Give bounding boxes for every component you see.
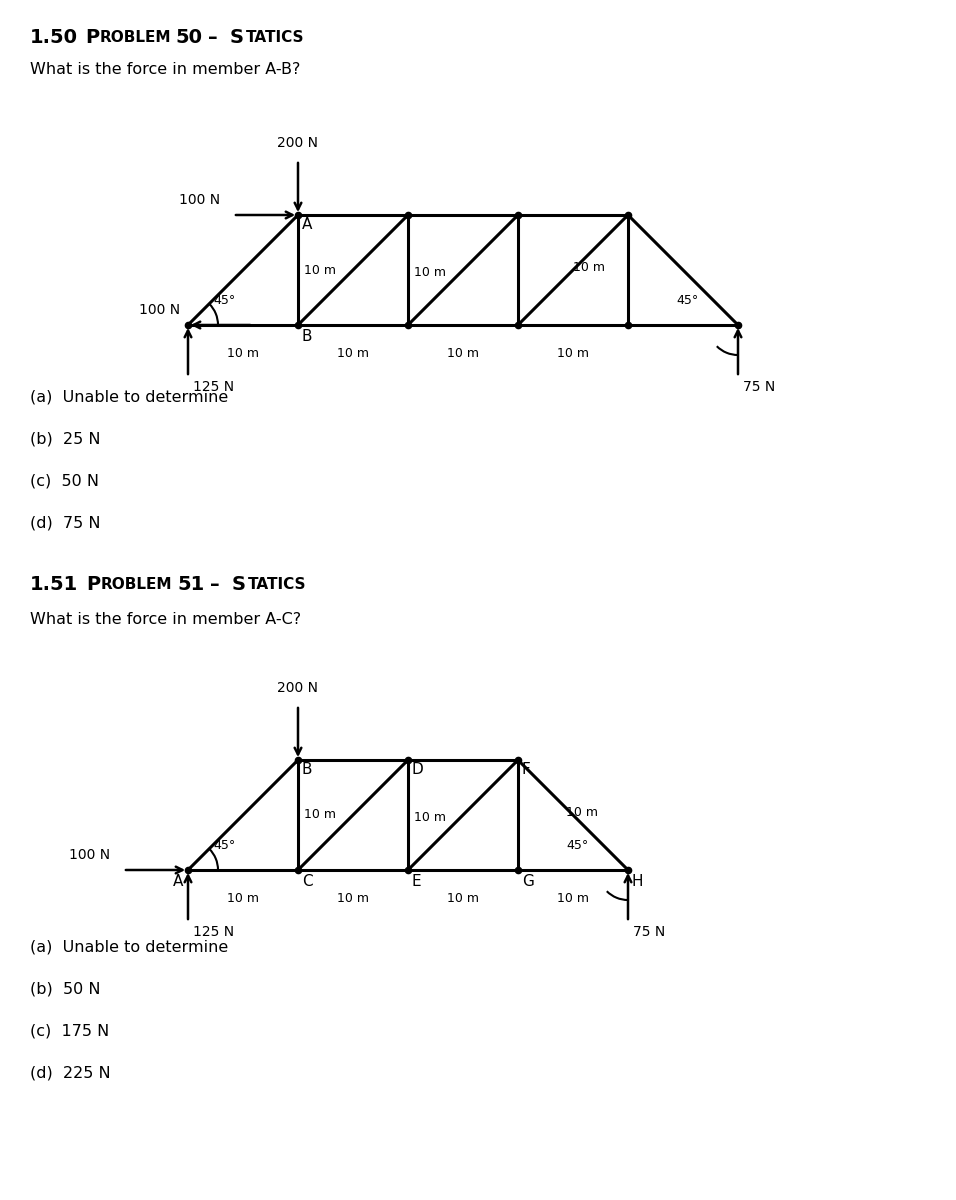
Text: 125 N: 125 N	[193, 925, 234, 938]
Text: TATICS: TATICS	[246, 30, 305, 44]
Text: 200 N: 200 N	[277, 136, 318, 150]
Text: –: –	[208, 28, 218, 47]
Text: 10 m: 10 m	[337, 347, 369, 360]
Text: 45°: 45°	[676, 294, 698, 307]
Text: E: E	[412, 874, 422, 889]
Text: (d)  225 N: (d) 225 N	[30, 1066, 111, 1081]
Text: (b)  25 N: (b) 25 N	[30, 432, 100, 446]
Text: 75 N: 75 N	[743, 380, 775, 394]
Text: ROBLEM: ROBLEM	[101, 577, 172, 592]
Text: P: P	[85, 28, 99, 47]
Text: 10 m: 10 m	[227, 347, 259, 360]
Text: 10 m: 10 m	[574, 262, 605, 275]
Text: What is the force in member A-C?: What is the force in member A-C?	[30, 612, 301, 626]
Text: (c)  175 N: (c) 175 N	[30, 1024, 109, 1039]
Text: P: P	[86, 575, 100, 594]
Text: 10 m: 10 m	[337, 892, 369, 905]
Text: H: H	[632, 874, 643, 889]
Text: 10 m: 10 m	[227, 892, 259, 905]
Text: 50: 50	[175, 28, 202, 47]
Text: 100 N: 100 N	[69, 848, 110, 862]
Text: 10 m: 10 m	[414, 265, 446, 278]
Text: 200 N: 200 N	[277, 680, 318, 695]
Text: S: S	[232, 575, 246, 594]
Text: 10 m: 10 m	[566, 806, 598, 820]
Text: B: B	[302, 762, 313, 778]
Text: F: F	[522, 762, 531, 778]
Text: (c)  50 N: (c) 50 N	[30, 474, 99, 490]
Text: 75 N: 75 N	[633, 925, 665, 938]
Text: (b)  50 N: (b) 50 N	[30, 982, 100, 997]
Text: 10 m: 10 m	[414, 811, 446, 823]
Text: (a)  Unable to determine: (a) Unable to determine	[30, 390, 228, 404]
Text: D: D	[412, 762, 424, 778]
Text: 45°: 45°	[566, 839, 588, 852]
Text: A: A	[173, 874, 183, 889]
Text: A: A	[302, 217, 313, 232]
Text: 10 m: 10 m	[557, 347, 589, 360]
Text: 1.51: 1.51	[30, 575, 78, 594]
Text: 10 m: 10 m	[304, 264, 336, 276]
Text: 10 m: 10 m	[304, 809, 336, 822]
Text: TATICS: TATICS	[248, 577, 307, 592]
Text: 100 N: 100 N	[179, 193, 220, 206]
Text: C: C	[302, 874, 313, 889]
Text: ROBLEM: ROBLEM	[100, 30, 171, 44]
Text: 51: 51	[177, 575, 205, 594]
Text: (a)  Unable to determine: (a) Unable to determine	[30, 940, 228, 955]
Text: B: B	[302, 329, 313, 344]
Text: 45°: 45°	[213, 839, 235, 852]
Text: 10 m: 10 m	[447, 347, 479, 360]
Text: (d)  75 N: (d) 75 N	[30, 516, 100, 530]
Text: 45°: 45°	[213, 294, 235, 307]
Text: 1.50: 1.50	[30, 28, 78, 47]
Text: S: S	[230, 28, 244, 47]
Text: –: –	[210, 575, 220, 594]
Text: G: G	[522, 874, 533, 889]
Text: 100 N: 100 N	[139, 302, 180, 317]
Text: 125 N: 125 N	[193, 380, 234, 394]
Text: 10 m: 10 m	[557, 892, 589, 905]
Text: 10 m: 10 m	[447, 892, 479, 905]
Text: What is the force in member A-B?: What is the force in member A-B?	[30, 62, 300, 77]
